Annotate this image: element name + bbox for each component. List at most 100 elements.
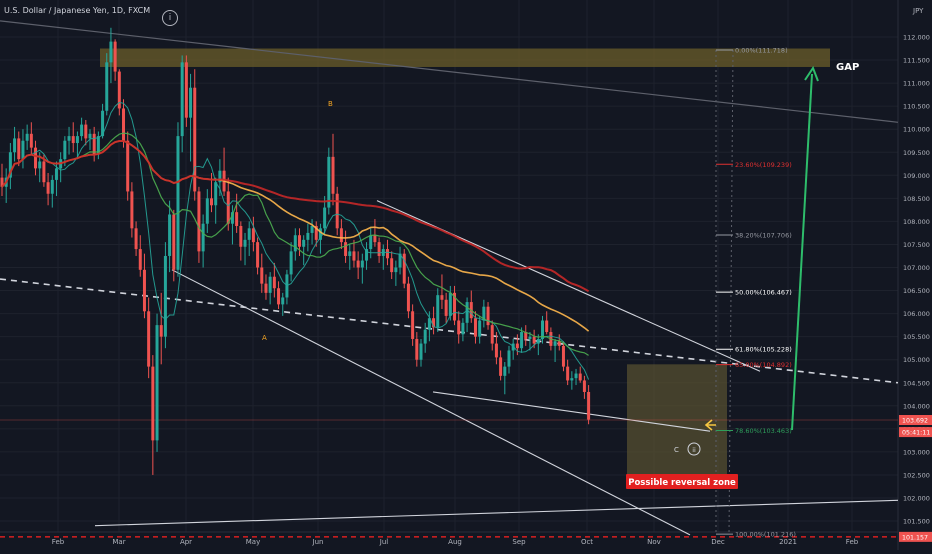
candle-body	[419, 343, 423, 360]
candle-body	[0, 177, 4, 187]
y-tick-label: 103.000	[903, 448, 930, 456]
candle-body	[101, 110, 105, 137]
candle-body	[553, 341, 557, 346]
y-tick-label: 109.000	[903, 172, 930, 180]
candle-body	[147, 311, 151, 367]
candle-body	[142, 269, 146, 312]
candle-body	[344, 242, 348, 256]
y-tick-label: 106.000	[903, 310, 930, 318]
candle-body	[440, 295, 444, 300]
x-tick-label: Mar	[112, 538, 125, 546]
x-tick-label: Oct	[581, 538, 593, 546]
candle-body	[189, 87, 193, 118]
candle-body	[247, 228, 251, 240]
candle-body	[13, 138, 17, 153]
y-tick-label: 102.000	[903, 495, 930, 503]
upper-trendline	[0, 20, 899, 123]
y-tick-label: 107.500	[903, 241, 930, 249]
candle-body	[277, 288, 281, 305]
candle-body	[297, 235, 301, 247]
candle-body	[180, 62, 184, 137]
candle-body	[235, 212, 239, 227]
wave-a-label: A	[262, 334, 267, 342]
candle-body	[50, 179, 54, 194]
y-tick-label: 102.500	[903, 471, 930, 479]
candle-body	[520, 332, 524, 349]
info-icon[interactable]: i	[162, 10, 178, 26]
x-tick-label: Sep	[512, 538, 526, 546]
y-tick-label: 101.500	[903, 518, 930, 526]
candle-body	[314, 226, 318, 240]
candle-body	[394, 267, 398, 273]
gap-zone	[100, 48, 830, 67]
candle-body	[197, 191, 201, 252]
candle-body	[8, 152, 12, 178]
price-tag-label: 05:41:11	[902, 430, 930, 437]
candle-body	[256, 242, 260, 268]
candle-body	[268, 276, 272, 293]
candle-body	[582, 380, 586, 392]
candle-body	[578, 373, 582, 381]
candle-body	[541, 320, 545, 339]
wave-ii-label: ii	[692, 446, 696, 454]
price-tag-box	[899, 427, 932, 438]
candle-body	[444, 299, 448, 316]
fib-guide-right	[728, 49, 734, 535]
candle-body	[159, 325, 163, 337]
y-tick-label: 109.500	[903, 149, 930, 157]
price-tag-box	[899, 531, 932, 542]
candle-body	[226, 191, 230, 224]
candle-body	[29, 133, 33, 148]
wave-b-label: B	[328, 100, 333, 108]
wedge-lower-line	[171, 269, 691, 536]
candle-body	[92, 133, 96, 155]
candle-body	[427, 318, 431, 330]
candle-body	[402, 253, 406, 284]
candle-body	[490, 325, 494, 344]
candle-body	[331, 156, 335, 194]
chart-title: U.S. Dollar / Japanese Yen, 1D, FXCM	[4, 6, 151, 15]
x-tick-label: Apr	[180, 538, 192, 546]
candle-body	[75, 136, 79, 144]
x-tick-label: Jun	[312, 538, 324, 546]
projection-arrow-line	[791, 73, 813, 431]
candle-body	[411, 311, 415, 339]
candle-body	[193, 87, 197, 192]
arrow-left-icon	[704, 419, 716, 431]
candle-body	[348, 251, 352, 256]
candle-body	[96, 136, 100, 155]
reversal-label-box	[626, 474, 738, 489]
x-tick-label: Aug	[448, 538, 462, 546]
candle-body	[42, 161, 46, 183]
y-tick-label: 110.500	[903, 103, 930, 111]
candle-body	[17, 138, 21, 160]
projection-arrow-head	[804, 65, 819, 82]
candle-body	[272, 276, 276, 289]
x-tick-label: 2021	[779, 538, 797, 546]
candle-body	[113, 41, 117, 72]
candle-body	[318, 228, 322, 240]
candle-body	[587, 391, 591, 420]
candle-body	[151, 366, 155, 441]
x-tick-label: Nov	[647, 538, 661, 546]
price-tag-label: 103.692	[902, 417, 928, 424]
candle-body	[126, 140, 130, 192]
support-line	[94, 499, 899, 527]
candle-body	[436, 295, 440, 328]
candle-body	[54, 168, 58, 180]
candle-body	[570, 378, 574, 381]
fib-level-label: 50.00%(106.467)	[735, 289, 792, 297]
candle-body	[243, 239, 247, 247]
candle-body	[230, 212, 234, 224]
candle-body	[25, 133, 29, 141]
candle-body	[478, 320, 482, 337]
y-tick-label: 111.000	[903, 80, 930, 88]
candle-body	[532, 336, 536, 344]
y-tick-label: 107.000	[903, 264, 930, 272]
y-tick-label: 105.500	[903, 333, 930, 341]
candle-body	[134, 228, 138, 250]
fib-level-label: 38.20%(107.706)	[735, 231, 792, 239]
candle-body	[574, 373, 578, 379]
